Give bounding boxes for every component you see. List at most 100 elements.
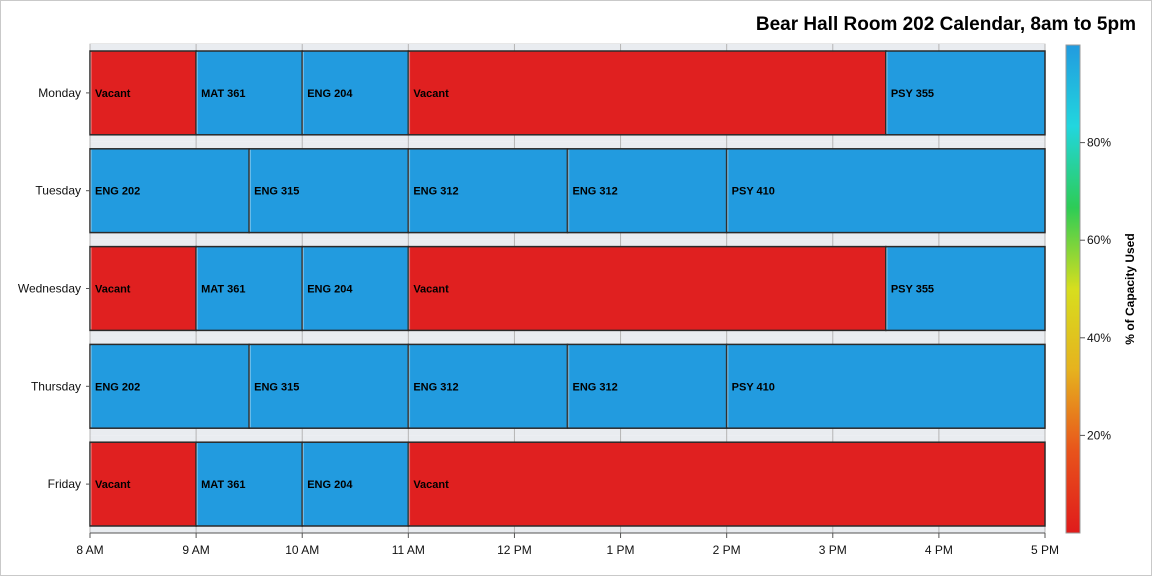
row-bands (90, 44, 1045, 533)
schedule-block[interactable]: MAT 361 (195, 441, 303, 527)
schedule-bar (407, 441, 1046, 527)
schedule-block[interactable]: MAT 361 (195, 245, 303, 332)
row-gap-band (90, 330, 1045, 338)
x-tick-label: 1 PM (607, 543, 635, 557)
schedule-bar (89, 245, 197, 332)
schedule-bar (885, 50, 1046, 136)
schedule-block[interactable]: ENG 204 (301, 50, 410, 136)
x-tick-label: 5 PM (1031, 543, 1059, 557)
row-gap-band (90, 134, 1045, 142)
schedule-block[interactable]: PSY 355 (885, 245, 1046, 332)
colorbar-tick-label: 80% (1087, 136, 1111, 150)
x-tick-label: 10 AM (285, 543, 319, 557)
bar-label: ENG 312 (413, 186, 458, 198)
schedule-bar (566, 343, 728, 429)
schedule-bar (301, 441, 410, 527)
bar-label: ENG 312 (573, 186, 618, 198)
colorbar-tick-label: 40% (1087, 331, 1111, 345)
y-tick-label: Thursday (31, 379, 81, 393)
schedule-bar (89, 343, 250, 429)
colorbar: 20% 40% 60% 80% % of Capacity Used (1065, 44, 1137, 534)
x-tick-label: 9 AM (182, 543, 209, 557)
bar-label: PSY 355 (891, 88, 934, 100)
schedule-bar (89, 50, 197, 136)
x-tick-label: 11 AM (392, 543, 425, 557)
bar-label: ENG 204 (307, 284, 353, 296)
x-tick-label: 4 PM (925, 543, 953, 557)
row-gap-band (90, 435, 1045, 443)
schedule-block[interactable]: Vacant (407, 50, 887, 136)
colorbar-tick-label: 20% (1087, 428, 1111, 442)
colorbar-scale (1065, 44, 1081, 534)
y-tick-label: Friday (48, 477, 81, 491)
schedule-bar (566, 148, 728, 234)
schedule-block[interactable]: Vacant (89, 441, 197, 527)
schedule-block[interactable]: PSY 410 (725, 343, 1046, 429)
bar-label: ENG 312 (413, 381, 458, 393)
schedule-bar (195, 245, 303, 332)
bar-label: ENG 312 (573, 381, 618, 393)
schedule-block[interactable]: ENG 312 (566, 343, 728, 429)
y-tick-label: Monday (38, 86, 81, 100)
y-tick-label: Wednesday (18, 282, 81, 296)
bar-label: Vacant (95, 284, 131, 296)
schedule-block[interactable]: ENG 204 (301, 245, 410, 332)
bar-label: ENG 202 (95, 381, 140, 393)
bar-label: Vacant (413, 284, 449, 296)
row-gap-band (90, 239, 1045, 247)
bar-label: PSY 410 (732, 381, 775, 393)
x-tick-label: 12 PM (497, 543, 532, 557)
bar-label: ENG 204 (307, 479, 353, 491)
schedule-bar (248, 148, 410, 234)
schedule-block[interactable]: ENG 315 (248, 343, 410, 429)
y-axis-labels: Monday Tuesday Wednesday Thursday Friday (18, 86, 90, 491)
schedule-block[interactable]: Vacant (89, 245, 197, 332)
row-gap-band (90, 141, 1045, 149)
schedule-block[interactable]: MAT 361 (195, 50, 303, 136)
bar-label: PSY 410 (732, 186, 775, 198)
schedule-block[interactable]: ENG 312 (407, 343, 569, 429)
schedule-bar (407, 343, 569, 429)
schedule-block[interactable]: Vacant (89, 50, 197, 136)
schedule-block[interactable]: ENG 204 (301, 441, 410, 527)
schedule-bar (195, 50, 303, 136)
bar-label: Vacant (95, 479, 131, 491)
bar-label: Vacant (413, 88, 449, 100)
row-gap-band (90, 337, 1045, 345)
x-axis: 8 AM 9 AM 10 AM 11 AM 12 PM 1 PM 2 PM 3 PM 4 PM 5… (76, 532, 1059, 557)
bar-label: Vacant (413, 479, 449, 491)
schedule-block[interactable]: PSY 410 (725, 148, 1046, 234)
bar-label: ENG 204 (307, 88, 353, 100)
row-gap-band (90, 44, 1045, 51)
schedule-bar (725, 148, 1046, 234)
schedule-bar (885, 245, 1046, 332)
bars-layer: Vacant MAT 361 ENG 204 Vacant PSY 355 ENG 202… (89, 50, 1046, 527)
schedule-block[interactable]: ENG 312 (566, 148, 728, 234)
bar-label: ENG 202 (95, 186, 140, 198)
bar-label: ENG 315 (254, 186, 299, 198)
schedule-block[interactable]: ENG 202 (89, 148, 250, 234)
bar-label: MAT 361 (201, 88, 245, 100)
row-gap-band (90, 526, 1045, 533)
bar-label: PSY 355 (891, 284, 934, 296)
schedule-block[interactable]: ENG 312 (407, 148, 569, 234)
schedule-bar (248, 343, 410, 429)
schedule-block[interactable]: Vacant (407, 441, 1046, 527)
row-gap-band (90, 428, 1045, 436)
row-gap-band (90, 232, 1045, 240)
schedule-bar (407, 50, 887, 136)
colorbar-tick-label: 60% (1087, 233, 1111, 247)
schedule-bar (407, 245, 887, 332)
schedule-block[interactable]: PSY 355 (885, 50, 1046, 136)
schedule-bar (195, 441, 303, 527)
y-tick-label: Tuesday (35, 184, 81, 198)
x-tick-label: 3 PM (819, 543, 847, 557)
bar-label: Vacant (95, 88, 131, 100)
x-tick-label: 2 PM (713, 543, 741, 557)
schedule-block[interactable]: Vacant (407, 245, 887, 332)
schedule-bar (89, 441, 197, 527)
schedule-block[interactable]: ENG 315 (248, 148, 410, 234)
x-tick-label: 8 AM (76, 543, 103, 557)
schedule-block[interactable]: ENG 202 (89, 343, 250, 429)
